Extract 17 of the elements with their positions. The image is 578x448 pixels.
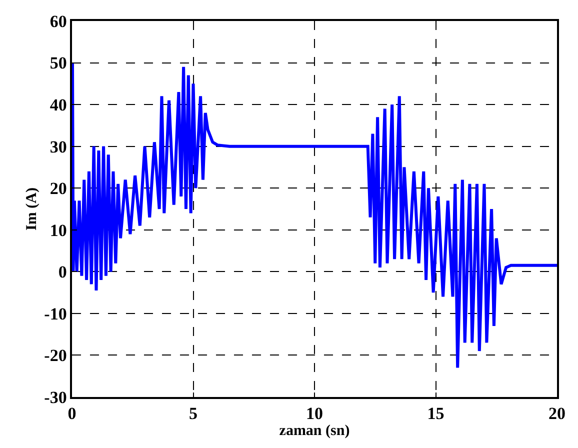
- y-tick-label: -10: [44, 304, 67, 324]
- y-tick-label: -20: [44, 346, 67, 366]
- x-axis-title: zaman (sn): [279, 423, 350, 440]
- y-tick-label: 20: [50, 179, 67, 198]
- y-tick-label: 30: [50, 137, 67, 156]
- y-tick-label: 10: [50, 220, 67, 240]
- x-tick-label: 5: [189, 404, 198, 424]
- x-tick-label: 15: [427, 404, 444, 424]
- y-tick-label: 40: [50, 96, 67, 115]
- x-tick-label: 20: [548, 404, 566, 424]
- y-axis-title: Im (A): [24, 188, 40, 230]
- x-tick-label: 10: [306, 404, 323, 424]
- y-tick-label: 0: [58, 262, 67, 282]
- y-tick-label: 50: [50, 54, 67, 73]
- y-tick-label: 60: [50, 12, 67, 31]
- line-series: [72, 61, 557, 370]
- y-tick-label: -30: [44, 388, 67, 407]
